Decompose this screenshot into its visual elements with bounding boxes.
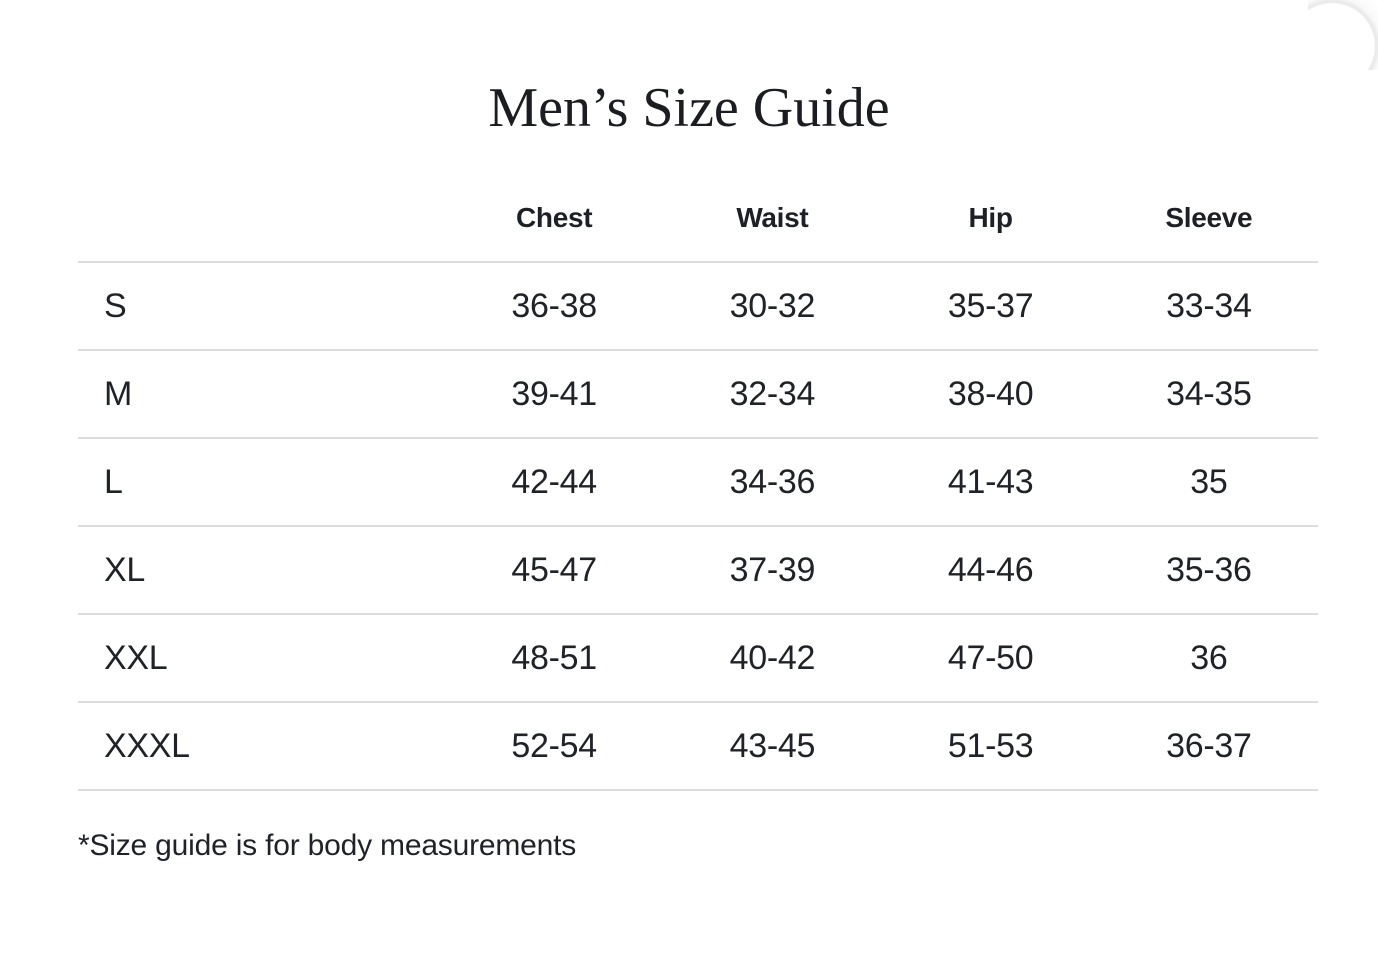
sleeve-value: 35-36 bbox=[1166, 550, 1252, 589]
table-row: S 36-38 30-32 35-37 33-34 bbox=[78, 261, 1318, 349]
size-label: S bbox=[104, 286, 127, 325]
size-label: L bbox=[104, 462, 123, 501]
hip-value: 51-53 bbox=[947, 726, 1034, 765]
table-row: XXXL 52-54 43-45 51-53 36-37 bbox=[78, 701, 1318, 789]
hip-value: 38-40 bbox=[947, 374, 1034, 413]
sleeve-value: 33-34 bbox=[1166, 286, 1252, 325]
footnote: *Size guide is for body measurements bbox=[78, 829, 577, 862]
waist-value: 32-34 bbox=[729, 374, 816, 413]
waist-value: 30-32 bbox=[729, 286, 816, 325]
sleeve-value: 36-37 bbox=[1166, 726, 1252, 765]
sleeve-value: 35 bbox=[1190, 462, 1228, 501]
size-label: XL bbox=[104, 550, 145, 589]
chest-value: 52-54 bbox=[511, 726, 597, 765]
chest-value: 36-38 bbox=[511, 286, 597, 325]
modal-rounded-corner bbox=[1308, 0, 1378, 70]
table-body: S 36-38 30-32 35-37 33-34 M 39-41 32-34 … bbox=[78, 261, 1318, 791]
size-guide-table: Chest Waist Hip Sleeve S 36-38 30-32 35-… bbox=[78, 175, 1318, 791]
waist-value: 34-36 bbox=[729, 462, 816, 501]
column-header-chest: Chest bbox=[516, 202, 593, 233]
table-row: XL 45-47 37-39 44-46 35-36 bbox=[78, 525, 1318, 613]
table-header-row: Chest Waist Hip Sleeve bbox=[78, 175, 1318, 261]
size-label: XXXL bbox=[104, 726, 190, 765]
column-header-waist: Waist bbox=[736, 202, 809, 233]
hip-value: 35-37 bbox=[947, 286, 1034, 325]
sleeve-value: 34-35 bbox=[1166, 374, 1252, 413]
hip-value: 47-50 bbox=[947, 638, 1034, 677]
sleeve-value: 36 bbox=[1190, 638, 1228, 677]
column-header-hip: Hip bbox=[968, 202, 1014, 233]
waist-value: 37-39 bbox=[729, 550, 816, 589]
column-header-sleeve: Sleeve bbox=[1165, 202, 1253, 233]
size-label: XXL bbox=[104, 638, 168, 677]
page-title: Men’s Size Guide bbox=[488, 77, 890, 139]
chest-value: 42-44 bbox=[511, 462, 597, 501]
table-row: L 42-44 34-36 41-43 35 bbox=[78, 437, 1318, 525]
chest-value: 48-51 bbox=[511, 638, 597, 677]
waist-value: 40-42 bbox=[729, 638, 816, 677]
waist-value: 43-45 bbox=[729, 726, 816, 765]
size-label: M bbox=[104, 374, 133, 413]
table-row: M 39-41 32-34 38-40 34-35 bbox=[78, 349, 1318, 437]
hip-value: 41-43 bbox=[947, 462, 1034, 501]
table-row: XXL 48-51 40-42 47-50 36 bbox=[78, 613, 1318, 701]
hip-value: 44-46 bbox=[947, 550, 1034, 589]
chest-value: 45-47 bbox=[511, 550, 597, 589]
chest-value: 39-41 bbox=[511, 374, 597, 413]
